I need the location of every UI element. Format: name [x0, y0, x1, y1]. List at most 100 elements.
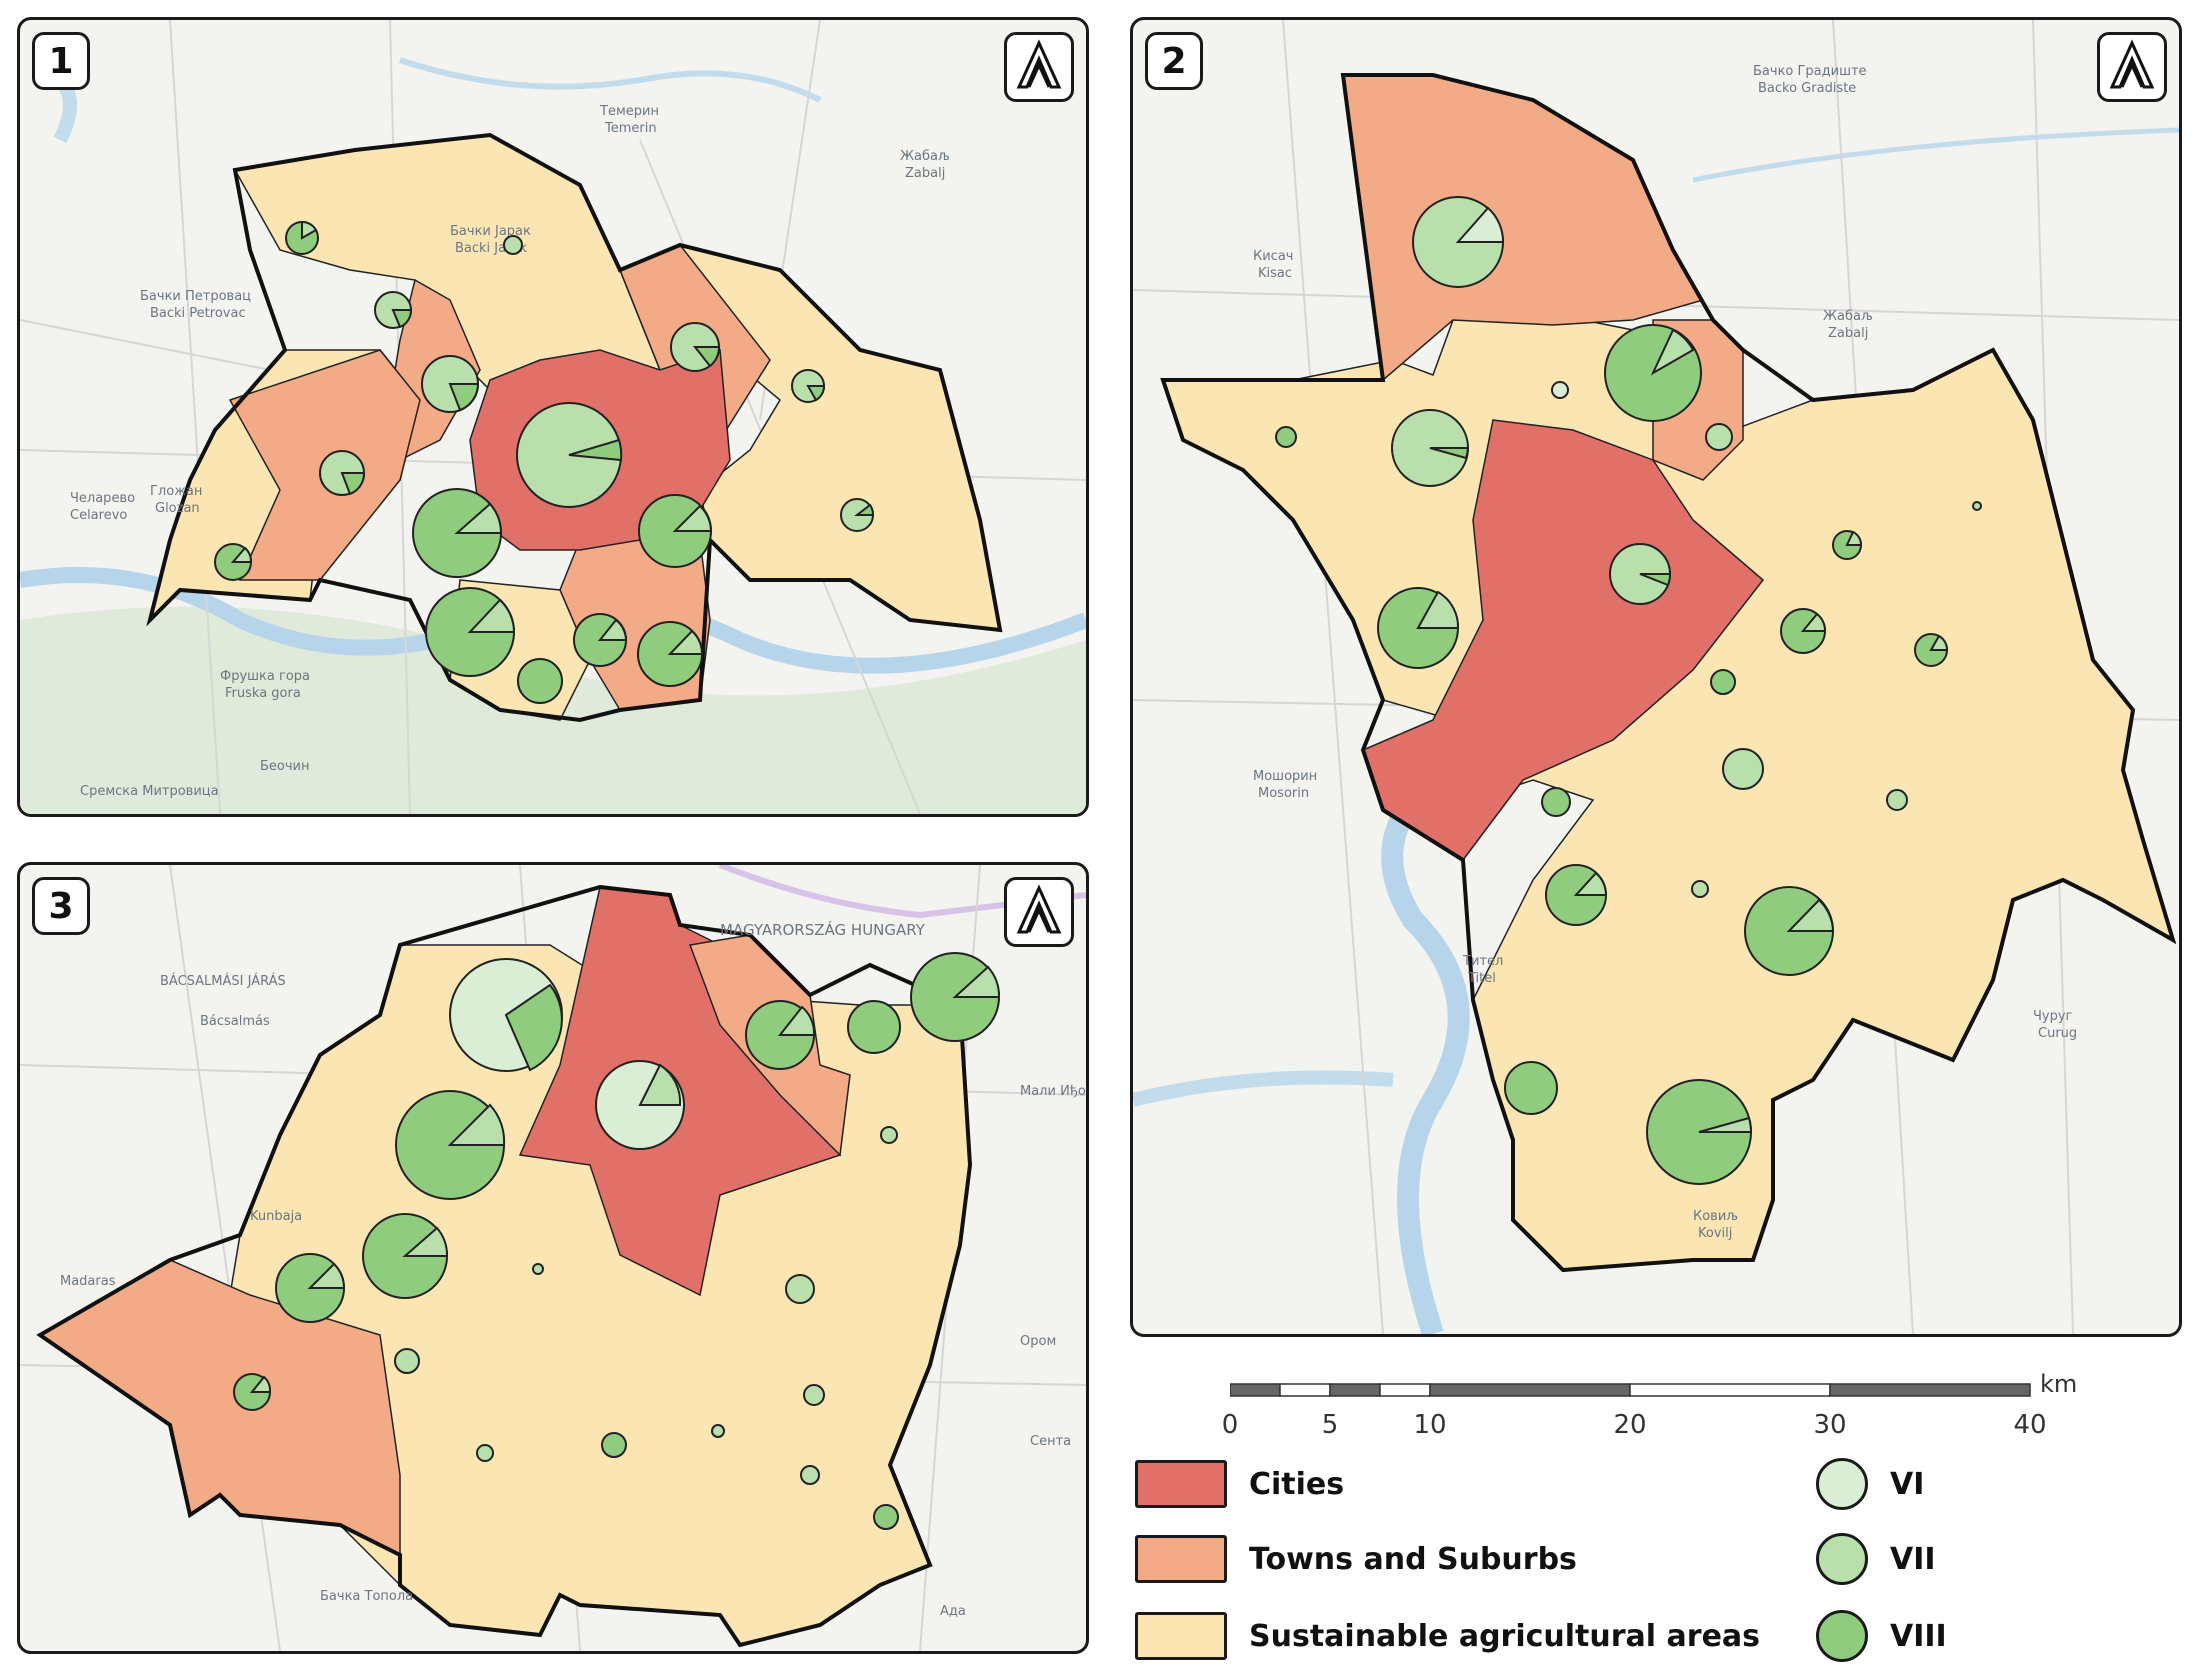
- pie-marker: [637, 621, 704, 687]
- panel-number: 2: [1145, 32, 1203, 90]
- pie-marker: [573, 613, 628, 667]
- legend-circle-vi: [1816, 1458, 1868, 1510]
- pie-marker: [476, 1444, 494, 1462]
- place-label: Челарево: [70, 491, 135, 506]
- place-label: MAGYARORSZÁG HUNGARY: [720, 920, 926, 939]
- pie-marker: [319, 450, 366, 496]
- pie-marker: [1609, 543, 1672, 605]
- place-label: Zabalj: [1828, 326, 1868, 341]
- scale-tick: 10: [1413, 1410, 1447, 1440]
- scale-tick: 40: [2013, 1410, 2047, 1440]
- pie-marker: [873, 1504, 899, 1530]
- place-label: Бачки Јарак: [450, 224, 531, 239]
- pie-marker: [1604, 324, 1702, 422]
- pie-marker: [1691, 880, 1709, 898]
- pie-marker: [1832, 530, 1863, 560]
- place-label: Ковиљ: [1693, 1209, 1738, 1224]
- pie-marker: [1412, 196, 1505, 288]
- place-label: Bácsalmás: [200, 1014, 270, 1029]
- pie-marker: [595, 1060, 685, 1150]
- pie-marker: [395, 1090, 506, 1200]
- pie-marker: [1391, 409, 1470, 487]
- legend-item-cities: Cities: [1135, 1460, 1344, 1508]
- place-label: Фрушка гора: [220, 669, 310, 684]
- legend-label: Towns and Suburbs: [1249, 1541, 1577, 1577]
- region-outline: [146, 132, 1003, 723]
- scale-tick: 20: [1613, 1410, 1647, 1440]
- map-panel-1-canvas: Бачки Петровац Backi Petrovac Бачки Јара…: [20, 20, 1086, 814]
- pie-marker: [638, 494, 713, 568]
- pie-marker: [791, 369, 826, 403]
- pie-marker: [1886, 789, 1908, 811]
- scale-tick: 5: [1321, 1410, 1339, 1440]
- place-label: Kovilj: [1698, 1226, 1732, 1241]
- pie-marker: [785, 1274, 815, 1304]
- pie-marker: [1744, 886, 1835, 976]
- panel-number: 3: [32, 877, 90, 935]
- place-label: Celarevo: [70, 508, 127, 523]
- scale-tick: 0: [1221, 1410, 1239, 1440]
- place-label: Бачки Петровац: [140, 289, 251, 304]
- place-label: Curug: [2038, 1026, 2077, 1041]
- pie-marker: [1722, 748, 1764, 790]
- pie-marker: [711, 1424, 725, 1438]
- pie-marker: [1972, 501, 1982, 511]
- legend-circle-vii: [1816, 1533, 1868, 1585]
- pie-marker: [412, 488, 503, 578]
- legend-swatch-towns: [1135, 1535, 1227, 1583]
- scale-bar: 0 5 10 20 30 40 km: [1218, 1370, 2078, 1480]
- class-pies: [1275, 196, 1982, 1185]
- place-label: Гложан: [150, 484, 202, 499]
- place-label: Backo Gradiste: [1758, 81, 1856, 96]
- pie-marker: [532, 1263, 544, 1275]
- legend-item-class-vii: VII: [1816, 1533, 1936, 1585]
- pie-marker: [745, 1000, 816, 1070]
- north-arrow-icon: [2097, 32, 2167, 102]
- place-label: Бачко Градиште: [1753, 64, 1867, 79]
- legend-label: VI: [1890, 1466, 1925, 1502]
- legend-item-class-viii: VIII: [1816, 1610, 1947, 1662]
- place-label: Glozan: [155, 501, 200, 516]
- legend-label: VIII: [1890, 1618, 1947, 1654]
- pie-marker: [362, 1213, 449, 1299]
- place-label: Тител: [1462, 954, 1503, 969]
- scale-unit: km: [2040, 1370, 2078, 1398]
- pie-marker: [670, 322, 721, 372]
- legend-label: Sustainable agricultural areas: [1249, 1618, 1761, 1654]
- pie-marker: [1646, 1079, 1753, 1185]
- tisa-river: [1381, 771, 1470, 1334]
- pie-marker: [374, 291, 413, 329]
- north-arrow-icon: [1004, 32, 1074, 102]
- place-label: Беочин: [260, 759, 310, 774]
- panel-number: 1: [32, 32, 90, 90]
- place-label: Мали Иђош: [1020, 1084, 1086, 1099]
- pie-marker: [285, 220, 319, 255]
- class-pies: [214, 220, 874, 704]
- place-label: Kunbaja: [250, 1209, 302, 1224]
- north-arrow-icon: [1004, 877, 1074, 947]
- pie-marker: [840, 498, 874, 532]
- pie-marker: [803, 1384, 825, 1406]
- pie-marker: [275, 1253, 346, 1323]
- pie-marker: [1914, 633, 1949, 667]
- place-label: Ором: [1020, 1334, 1056, 1349]
- pie-marker: [516, 402, 623, 508]
- pie-marker: [517, 658, 563, 704]
- place-label: Ада: [940, 1604, 966, 1619]
- pie-marker: [425, 587, 516, 677]
- pie-marker: [601, 1432, 627, 1458]
- pie-marker: [880, 1126, 898, 1144]
- pie-marker: [1275, 426, 1297, 448]
- legend-swatch-cities: [1135, 1460, 1227, 1508]
- pie-marker: [847, 1000, 901, 1054]
- class-pies: [233, 952, 1001, 1530]
- pie-marker: [800, 1465, 820, 1485]
- legend-label: Cities: [1249, 1466, 1345, 1502]
- place-label: Zabalj: [905, 166, 945, 181]
- place-label: Titel: [1467, 971, 1496, 986]
- place-label: Сремска Митровица: [80, 784, 219, 799]
- place-label: Жабаљ: [1823, 309, 1873, 324]
- pie-marker: [394, 1348, 420, 1374]
- pie-marker: [1780, 608, 1827, 654]
- pie-marker: [421, 355, 480, 413]
